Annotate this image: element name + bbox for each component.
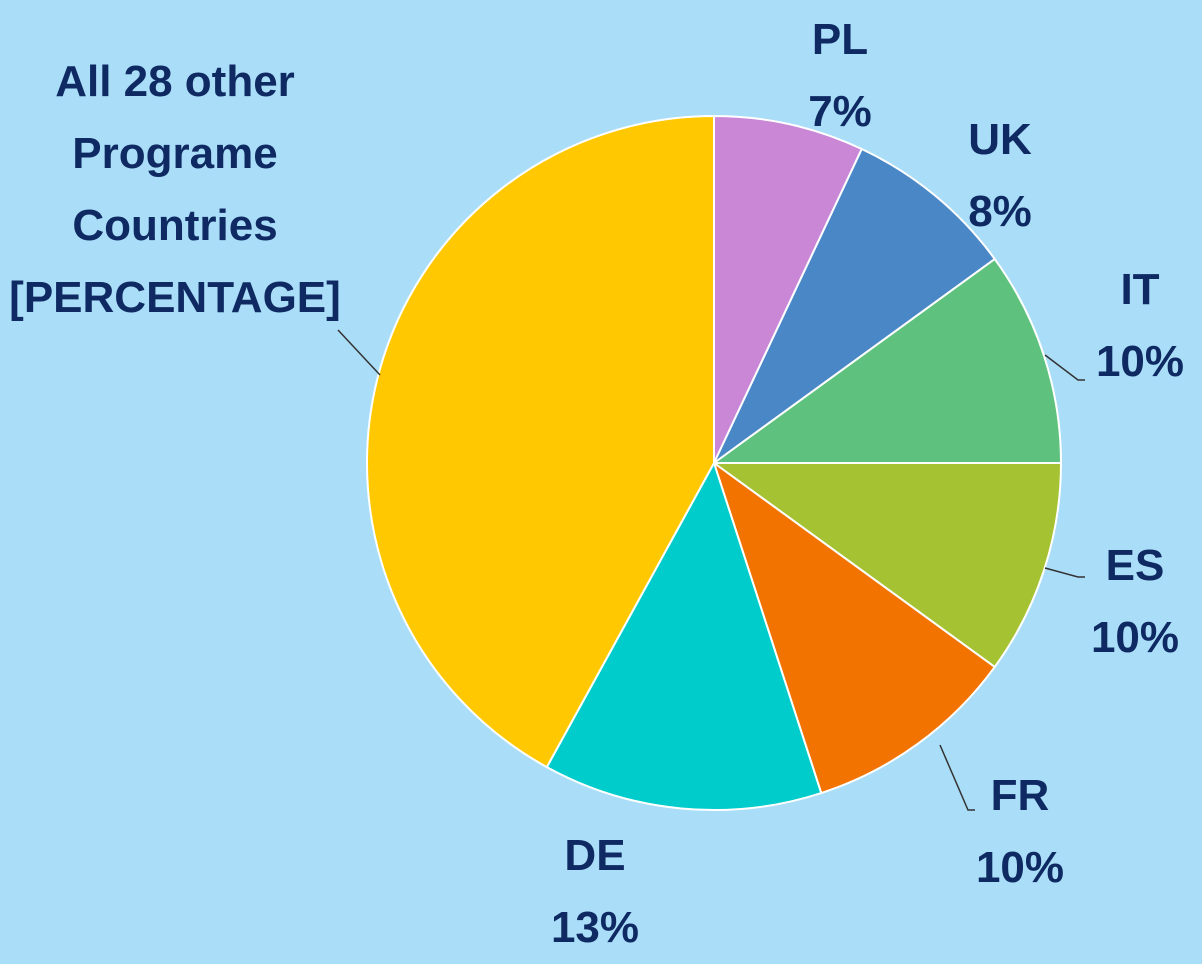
slice [713, 114, 864, 464]
slice-label: IT 10% [1096, 254, 1184, 398]
leader-line [1044, 567, 1085, 578]
category-label: FR [990, 771, 1050, 820]
slice-label: DE 13% [551, 820, 639, 964]
value-label: 10% [1090, 613, 1180, 662]
slice [712, 460, 997, 795]
slices [366, 114, 1063, 811]
value-label: 10% [1095, 337, 1185, 386]
slice [713, 147, 997, 464]
value-label: 8% [968, 187, 1032, 236]
slice-label: PL 7% [808, 4, 872, 148]
category-label: IT [1120, 265, 1160, 314]
slice [710, 462, 1063, 669]
category-label: PL [811, 15, 869, 64]
value-label: 7% [808, 87, 872, 136]
category-label: All 28 other Programe Countries [PERCENT… [9, 57, 341, 322]
slice-label: UK 8% [968, 104, 1032, 248]
category-label: ES [1105, 541, 1165, 590]
chart [337, 114, 1085, 811]
slice-label: FR 10% [976, 760, 1064, 904]
category-label: DE [564, 831, 626, 880]
category-label: UK [968, 115, 1032, 164]
page: {"chart_data": {"type": "pie", "categori… [5, 4, 1185, 952]
value-label: 10% [975, 843, 1065, 892]
leader-line [337, 329, 381, 376]
slice [545, 460, 823, 811]
slice-label: ES 10% [1091, 530, 1179, 674]
slice-label: All 28 other Programe Countries [PERCENT… [5, 46, 345, 334]
value-label: 13% [550, 903, 640, 952]
slice [366, 114, 715, 769]
slice [710, 257, 1063, 464]
leader-lines [337, 329, 1085, 811]
leader-line [939, 744, 975, 811]
leader-line [1044, 354, 1085, 381]
